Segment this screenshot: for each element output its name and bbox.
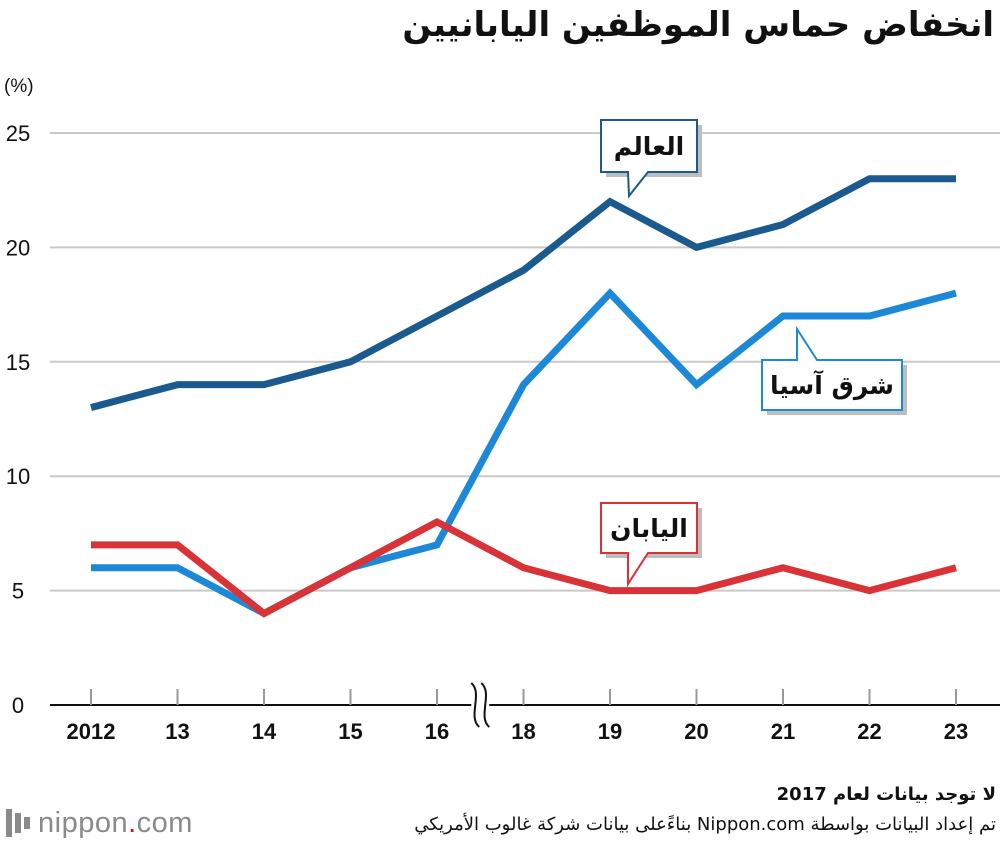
nippon-logo-icon (4, 808, 32, 838)
x-tick-label: 22 (857, 719, 881, 744)
legend-label-east-asia: شرق آسيا (770, 370, 894, 401)
y-tick-label: 15 (6, 350, 30, 375)
x-tick-label: 19 (598, 719, 622, 744)
footnote-no-data: لا توجد بيانات لعام 2017 (776, 784, 996, 805)
x-tick-label: 18 (511, 719, 535, 744)
callout-world: العالم (600, 119, 702, 199)
logo-text-tld: com (136, 806, 193, 839)
series-line-world (90, 175, 956, 411)
y-tick-label: 5 (12, 579, 24, 604)
y-tick-label: 10 (6, 464, 30, 489)
legend-label-world: العالم (614, 132, 684, 161)
gridlines (50, 132, 1000, 592)
x-tick-label: 14 (252, 719, 277, 744)
x-tick-label: 16 (425, 719, 449, 744)
x-tick-label: 2012 (67, 719, 116, 744)
series-line-east-asia (91, 288, 957, 618)
axis-break-icon (470, 682, 491, 728)
x-tick-label: 13 (165, 719, 189, 744)
footnote-source: تم إعداد البيانات بواسطة Nippon.com بناء… (414, 814, 996, 835)
y-axis-ticks: 0 5 10 15 20 25 (6, 121, 30, 718)
series-callouts: العالم شرق آسيا اليابان (600, 119, 907, 588)
line-chart: 0 5 10 15 20 25 2012 13 14 15 16 18 19 20 21 22 23 العا… (6, 119, 1000, 744)
x-tick-label: 15 (338, 719, 362, 744)
x-tick-label: 21 (771, 719, 795, 744)
x-tick-label: 20 (684, 719, 708, 744)
legend-label-japan: اليابان (610, 514, 688, 543)
x-tick-label: 23 (944, 719, 968, 744)
callout-east-asia: شرق آسيا (761, 325, 907, 415)
nippon-logo-text: nippon.com (38, 807, 193, 840)
y-tick-label: 0 (12, 693, 24, 718)
nippon-logo: nippon.com (4, 806, 193, 840)
x-axis: 2012 13 14 15 16 18 19 20 21 22 23 (50, 682, 1000, 744)
callout-japan: اليابان (600, 502, 702, 588)
y-tick-label: 25 (6, 121, 30, 146)
chart-title: انخفاض حماس الموظفين اليابانيين (402, 5, 994, 45)
series-lines (90, 175, 957, 618)
logo-text-dot: . (128, 806, 137, 839)
logo-text-main: nippon (38, 806, 129, 839)
y-tick-label: 20 (6, 235, 30, 260)
series-line-japan (91, 518, 957, 618)
y-axis-unit-label: (%) (4, 76, 34, 97)
